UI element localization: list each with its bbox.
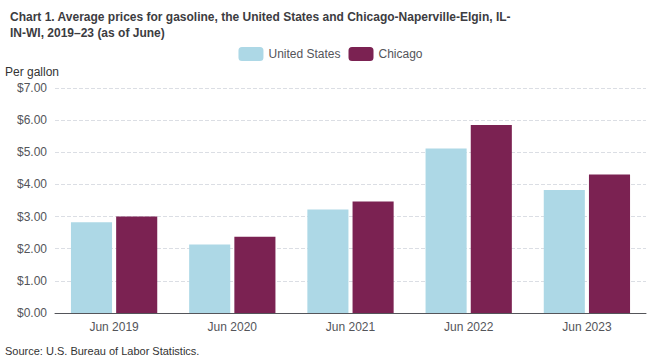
svg-text:Chart 1. Average prices for ga: Chart 1. Average prices for gasoline, th… [10, 10, 511, 24]
svg-text:Jun 2023: Jun 2023 [562, 320, 612, 334]
svg-text:Jun 2021: Jun 2021 [326, 320, 376, 334]
svg-text:$1.00: $1.00 [17, 274, 47, 288]
svg-text:Per gallon: Per gallon [5, 65, 59, 79]
svg-text:$3.00: $3.00 [17, 210, 47, 224]
svg-text:$0.00: $0.00 [17, 306, 47, 320]
svg-text:$7.00: $7.00 [17, 81, 47, 95]
svg-text:United States: United States [268, 47, 340, 61]
svg-text:Source: U.S. Bureau of Labor S: Source: U.S. Bureau of Labor Statistics. [5, 345, 199, 357]
svg-text:IN-WI, 2019–23 (as of June): IN-WI, 2019–23 (as of June) [10, 26, 165, 40]
svg-text:Jun 2020: Jun 2020 [208, 320, 258, 334]
svg-text:$2.00: $2.00 [17, 242, 47, 256]
svg-text:Chicago: Chicago [379, 47, 423, 61]
svg-text:$5.00: $5.00 [17, 145, 47, 159]
svg-text:Jun 2022: Jun 2022 [444, 320, 494, 334]
svg-text:$6.00: $6.00 [17, 113, 47, 127]
svg-text:$4.00: $4.00 [17, 177, 47, 191]
svg-text:Jun 2019: Jun 2019 [89, 320, 139, 334]
